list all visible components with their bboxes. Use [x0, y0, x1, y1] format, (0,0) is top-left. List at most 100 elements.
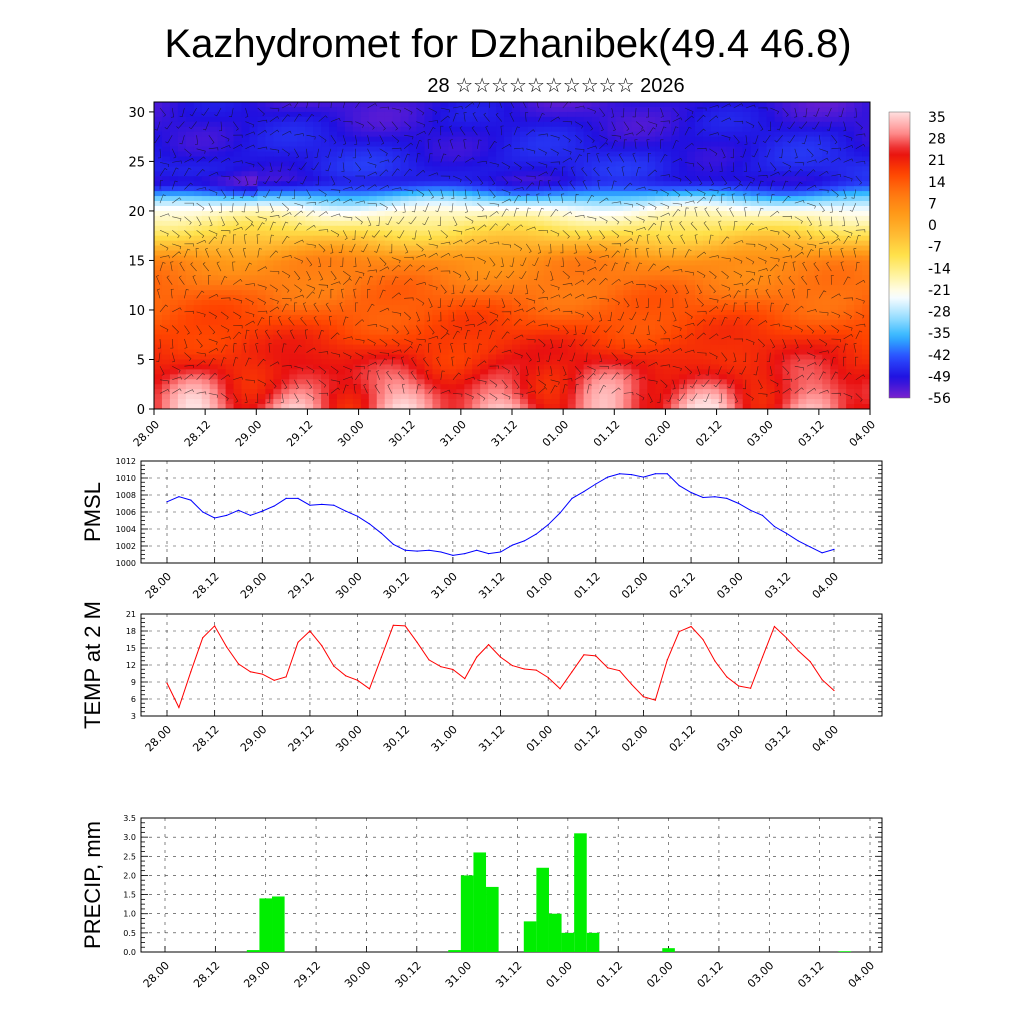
- pmsl-y-tick-label: 1012: [116, 457, 136, 466]
- heatmap-panel: 0 5 10 15 20 25 30 28.00 28.12 29.00 29.12 30.00 30…: [128, 101, 878, 449]
- pmsl-point: [464, 553, 466, 555]
- temp-2m-y-label: TEMP at 2 M: [80, 601, 105, 729]
- temp-2m-x-tick-label: 03.00: [714, 723, 745, 754]
- pmsl-point: [166, 501, 168, 503]
- temp-2m-point: [166, 682, 168, 684]
- temp-2m-point: [714, 660, 716, 662]
- pmsl-point: [523, 540, 525, 542]
- pmsl-x-tick-label: 02.00: [619, 570, 650, 601]
- pmsl-x-tick-label: 31.12: [476, 570, 507, 601]
- pmsl-x-tick-label: 30.00: [333, 570, 364, 601]
- pmsl-point: [237, 509, 240, 511]
- heatmap-y-tick-label: 25: [128, 155, 145, 170]
- pmsl-x-tick-label: 01.00: [524, 570, 555, 601]
- precip-y-tick-label: 3.5: [123, 814, 136, 823]
- heatmap-y-tick-label: 30: [128, 106, 145, 121]
- precip-x-axis: 28.00 28.12 29.00 29.12 30.00 30.12 31.00 31.12…: [141, 946, 877, 990]
- heatmap-x-tick-label: 30.12: [386, 418, 417, 449]
- pmsl-point: [285, 497, 287, 499]
- pmsl-point: [809, 546, 811, 548]
- precip-x-tick-label: 03.12: [795, 959, 826, 990]
- temp-2m-point: [428, 659, 430, 661]
- precip-frame: [140, 817, 883, 953]
- precip-x-tick-label: 28.00: [141, 959, 172, 990]
- temp-2m-x-tick-label: 30.12: [381, 723, 412, 754]
- pmsl-point: [547, 524, 549, 526]
- colorbar-scale: [888, 111, 911, 399]
- pmsl-x-tick-label: 03.00: [714, 570, 745, 601]
- temp-2m-point: [202, 637, 204, 639]
- temp-2m-y-tick-label: 3: [131, 712, 136, 721]
- pmsl-point: [583, 491, 585, 493]
- temp-2m-point: [583, 654, 585, 656]
- pmsl-point: [190, 499, 192, 501]
- heatmap-y-tick-label: 0: [137, 403, 145, 418]
- pmsl-point: [750, 509, 752, 511]
- pmsl-x-tick-label: 29.12: [286, 570, 317, 601]
- pmsl-point: [630, 474, 633, 476]
- pmsl-point: [321, 503, 323, 505]
- precip-y-axis: 0.0 0.5 1.0 1.5 2.0 2.5 3.0 3.5: [123, 814, 882, 957]
- temp-2m-y-tick-label: 9: [131, 678, 136, 687]
- pmsl-point: [345, 510, 347, 512]
- heatmap-x-tick-label: 02.12: [693, 418, 724, 449]
- chart-subtitle: 28 ☆☆☆☆☆☆☆☆☆☆ 2026: [427, 75, 684, 97]
- pmsl-point: [595, 483, 597, 485]
- pmsl-point: [797, 540, 799, 542]
- temp-panel: 3 6 9 12 15 18 21 TEMP at 2 M 28.00 28.12 29.00 29.…: [80, 601, 883, 754]
- precip-x-tick-label: 30.00: [342, 959, 373, 990]
- precip-bar: [662, 948, 675, 952]
- heatmap-x-tick-label: 28.12: [182, 418, 213, 449]
- temp-2m-point: [833, 689, 835, 692]
- precip-bar: [259, 898, 273, 952]
- precip-bar: [574, 833, 587, 952]
- temp-2m-point: [619, 670, 621, 672]
- temp-2m-point: [690, 625, 692, 628]
- colorbar-labels: 35 28 21 14 7 0 -7 -14 -21 -28 -35 -42 -49 -56: [928, 110, 951, 407]
- temp-2m-x-tick-label: 02.12: [667, 723, 698, 754]
- heatmap-x-tick-label: 01.00: [540, 418, 571, 449]
- heatmap-y-axis: 0 5 10 15 20 25 30: [128, 106, 154, 418]
- pmsl-x-axis: 28.00 28.12 29.00 29.12 30.00 30.12 31.00 31.12…: [143, 557, 841, 601]
- temp-2m-y-axis: 3 6 9 12 15 18 21: [126, 610, 882, 721]
- pmsl-point: [714, 496, 716, 498]
- pmsl-y-tick-label: 1006: [116, 508, 136, 517]
- pmsl-y-tick-label: 1000: [116, 559, 136, 568]
- temp-2m-x-tick-label: 28.00: [143, 723, 174, 754]
- pmsl-point: [678, 485, 680, 487]
- temp-2m-x-axis: 28.00 28.12 29.00 29.12 30.00 30.12 31.00 31.12…: [143, 710, 841, 754]
- temp-2m-point: [464, 678, 466, 680]
- precip-x-tick-label: 01.12: [594, 959, 625, 990]
- temp-2m-point: [785, 637, 787, 639]
- temp-2m-point: [476, 656, 478, 658]
- precip-x-tick-label: 28.12: [191, 959, 222, 990]
- colorbar-label: -42: [928, 348, 951, 364]
- pmsl-point: [309, 504, 311, 506]
- heatmap-x-tick-label: 01.12: [591, 418, 622, 449]
- temp-2m-point: [225, 646, 228, 648]
- temp-2m-point: [773, 625, 776, 628]
- wind-barbs: [154, 102, 866, 404]
- pmsl-x-tick-label: 31.00: [429, 570, 460, 601]
- pmsl-x-tick-label: 30.12: [381, 570, 412, 601]
- colorbar-label: -49: [928, 369, 951, 385]
- temp-2m-point: [392, 624, 394, 626]
- pmsl-y-tick-label: 1010: [116, 474, 136, 483]
- colorbar-label: 21: [928, 153, 946, 169]
- precip-bar: [460, 875, 474, 952]
- precip-y-tick-label: 2.0: [123, 871, 136, 880]
- pmsl-point: [666, 473, 668, 475]
- temp-2m-y-tick-label: 15: [126, 644, 136, 653]
- heatmap-x-tick-label: 29.00: [233, 418, 264, 449]
- pmsl-point: [225, 514, 228, 517]
- temp-2m-point: [535, 669, 537, 671]
- temp-2m-x-tick-label: 29.12: [286, 723, 317, 754]
- temp-2m-point: [642, 696, 645, 698]
- temp-2m-point: [309, 630, 311, 632]
- colorbar-label: 14: [928, 175, 946, 191]
- pmsl-point: [785, 532, 787, 534]
- precip-bar: [586, 932, 600, 952]
- pmsl-point: [452, 554, 454, 556]
- pmsl-y-tick-label: 1008: [116, 491, 136, 500]
